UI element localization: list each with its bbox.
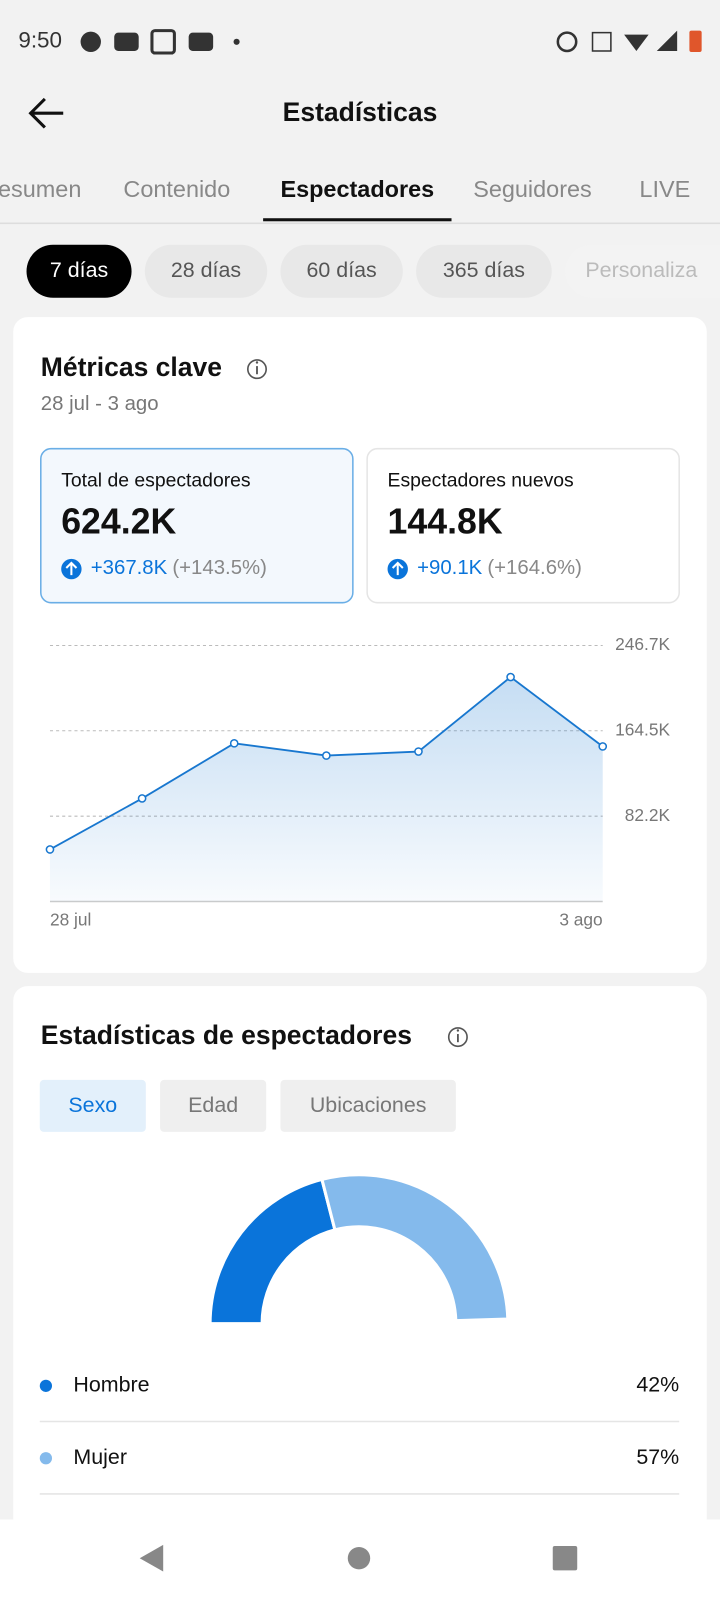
point (137, 794, 147, 803)
section-title: Métricas clave (41, 352, 222, 382)
legend-dot (39, 1379, 53, 1392)
point (506, 672, 515, 682)
period: 28 jul - 3 ago (41, 393, 159, 415)
y-tick-label: 82.2K (625, 805, 671, 825)
tab[interactable]: esumen (0, 176, 81, 202)
nav-recents[interactable] (552, 1545, 578, 1571)
metric-change-row: +367.8K (+143.5%) (91, 557, 267, 579)
range-pill[interactable] (144, 244, 268, 298)
filter-chip[interactable] (160, 1079, 267, 1132)
metric-percent: (+143.5%) (172, 557, 267, 579)
filter-label[interactable]: Ubicaciones (310, 1093, 427, 1117)
metric-label: Espectadores nuevos (388, 469, 574, 491)
status-time: 9:50 (18, 28, 62, 53)
value-label: 42% (636, 1373, 679, 1397)
filter-label[interactable]: Edad (188, 1093, 238, 1117)
filter-chip[interactable] (280, 1079, 456, 1132)
tab[interactable]: Espectadores (280, 176, 434, 202)
info-icon[interactable] (247, 359, 267, 380)
metric-cards: Total de espectadores 624.2K +367.8K (+143.… (40, 447, 680, 604)
point (229, 739, 239, 748)
segment (320, 1173, 510, 1323)
legend-label: Hombre (73, 1373, 149, 1397)
range-label[interactable]: 365 días (443, 258, 525, 282)
range-label[interactable]: 28 días (171, 258, 241, 282)
legend-dot (39, 1452, 53, 1465)
tab[interactable]: Contenido (123, 176, 230, 202)
point (414, 747, 423, 756)
point (45, 845, 55, 854)
gender-chart: Hombre 42% Mujer 57% (39, 1173, 680, 1495)
section-title: Estadísticas de espectadores (41, 1020, 412, 1050)
filter-label[interactable]: Sexo (68, 1093, 117, 1117)
viewer-stats-card (13, 986, 707, 1598)
range-pill[interactable] (26, 244, 132, 298)
metric-label: Total de espectadores (61, 469, 250, 491)
date-ranges: 7 días 28 días 60 días 365 días Personaliza (26, 244, 720, 298)
metric-card[interactable] (40, 447, 354, 604)
info-icon[interactable] (447, 1027, 468, 1048)
nav-home[interactable] (347, 1546, 371, 1570)
metric-change: +367.8K (91, 557, 168, 579)
range-pill[interactable] (564, 244, 720, 298)
status-icons (80, 29, 702, 55)
up-arrow (65, 561, 78, 576)
back-button[interactable] (28, 97, 64, 129)
filters: Sexo Edad Ubicaciones (39, 1079, 456, 1132)
header-title: Estadísticas (283, 97, 438, 127)
range-pill[interactable] (416, 244, 552, 298)
x-tick-label: 28 jul (50, 909, 91, 929)
tab[interactable]: LIVE (639, 176, 690, 202)
point (322, 751, 331, 760)
tab-indicator (263, 218, 452, 222)
metric-percent: (+164.6%) (487, 557, 582, 579)
range-label[interactable]: Personaliza (585, 258, 697, 282)
metric-card[interactable] (366, 447, 680, 604)
metric-change: +90.1K (417, 557, 483, 579)
range-label[interactable]: 7 días (50, 258, 108, 282)
range-label[interactable]: 60 días (307, 258, 377, 282)
x-tick-label: 3 ago (559, 909, 602, 929)
y-tick-label: 246.7K (615, 634, 670, 654)
point (598, 742, 608, 751)
tab[interactable]: Seguidores (473, 176, 592, 202)
value-label: 57% (636, 1445, 679, 1469)
metric-change-row: +90.1K (+164.6%) (417, 557, 582, 579)
up-arrow (391, 561, 404, 576)
metric-value: 144.8K (388, 502, 503, 542)
y-tick-label: 164.5K (615, 719, 670, 739)
filter-chip[interactable] (39, 1079, 146, 1132)
line-chart: 82.2K 164.5K 246.7K 28 jul 3 ago (45, 634, 671, 929)
legend-label: Mujer (73, 1445, 127, 1469)
metric-value: 624.2K (61, 502, 176, 542)
nav-back[interactable] (139, 1544, 164, 1572)
tabs: esumen Contenido Espectadores Seguidores LIV… (0, 176, 690, 222)
area (49, 677, 603, 902)
range-pill[interactable] (280, 244, 403, 298)
